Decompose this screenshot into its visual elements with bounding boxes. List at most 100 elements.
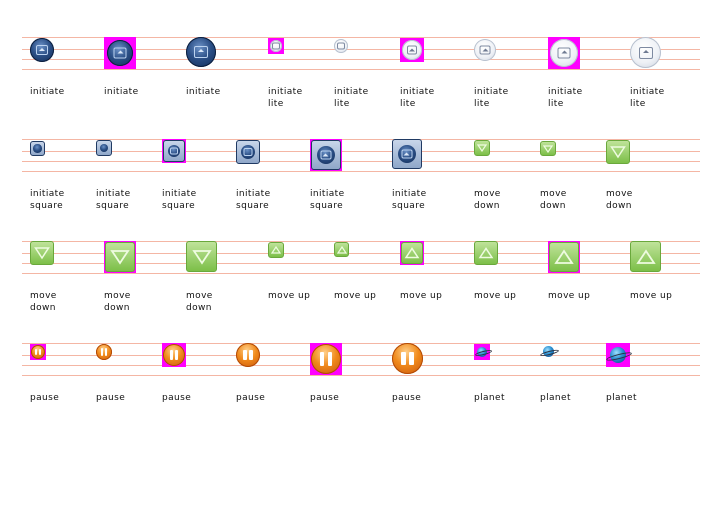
icon-label: move up bbox=[630, 291, 673, 301]
icon-label: pause bbox=[236, 393, 266, 403]
planet-icon bbox=[540, 346, 559, 357]
icon-label: pause bbox=[162, 393, 192, 403]
guide-line bbox=[22, 59, 700, 60]
icon-background bbox=[310, 139, 342, 171]
icon-label: planet bbox=[474, 393, 505, 403]
guide-line bbox=[22, 49, 700, 50]
icon-label: move up bbox=[474, 291, 517, 301]
icon-label: pause bbox=[392, 393, 422, 403]
initiate-square-icon bbox=[30, 141, 45, 156]
icon-label: pause bbox=[96, 393, 126, 403]
initiate-lite-icon bbox=[270, 40, 282, 52]
icon-background bbox=[104, 37, 136, 69]
initiate-square-icon bbox=[392, 139, 422, 169]
icon-label: initiate lite bbox=[548, 87, 583, 109]
icon-label: initiate square bbox=[30, 189, 65, 211]
move-down-icon bbox=[105, 242, 135, 272]
icon-row-initiate-square: initiate square initiate square initiate… bbox=[0, 132, 720, 222]
icon-background bbox=[30, 344, 46, 360]
icon-background bbox=[400, 38, 424, 62]
guide-line bbox=[22, 161, 700, 162]
icon-background bbox=[268, 38, 284, 54]
initiate-icon bbox=[107, 40, 133, 66]
initiate-lite-icon bbox=[630, 37, 661, 68]
icon-label: initiate square bbox=[96, 189, 131, 211]
icon-row-move: move down move down move down move up mo… bbox=[0, 234, 720, 324]
icon-label: move down bbox=[30, 291, 57, 313]
icon-background bbox=[104, 241, 136, 273]
guide-line bbox=[22, 37, 700, 38]
move-down-icon bbox=[606, 140, 630, 164]
icon-label: initiate lite bbox=[334, 87, 369, 109]
initiate-square-icon bbox=[96, 140, 112, 156]
icon-label: initiate lite bbox=[268, 87, 303, 109]
move-up-icon bbox=[474, 241, 498, 265]
initiate-square-icon bbox=[311, 140, 341, 170]
icon-background bbox=[474, 344, 492, 360]
icon-label: initiate square bbox=[392, 189, 427, 211]
guide-line bbox=[22, 139, 700, 140]
guide-line bbox=[22, 151, 700, 152]
icon-label: move down bbox=[606, 189, 633, 211]
initiate-square-icon bbox=[163, 140, 185, 162]
icon-background bbox=[548, 37, 580, 69]
icon-row-pause-planet: pause pause pause pause pause bbox=[0, 336, 720, 426]
guide-line bbox=[22, 241, 700, 242]
guide-line bbox=[22, 273, 700, 274]
icon-background bbox=[162, 343, 186, 367]
guide-line bbox=[22, 263, 700, 264]
icon-label: move up bbox=[268, 291, 311, 301]
guide-line bbox=[22, 375, 700, 376]
guide-line bbox=[22, 171, 700, 172]
pause-icon bbox=[163, 344, 185, 366]
icon-label: move up bbox=[548, 291, 591, 301]
pause-icon bbox=[392, 343, 423, 374]
icon-background bbox=[310, 343, 342, 375]
icon-label: move down bbox=[474, 189, 501, 211]
icon-background bbox=[162, 139, 186, 163]
pause-icon bbox=[96, 344, 112, 360]
guide-line bbox=[22, 365, 700, 366]
planet-icon bbox=[605, 347, 633, 363]
initiate-square-icon bbox=[236, 140, 260, 164]
icon-label: initiate lite bbox=[630, 87, 665, 109]
icon-background bbox=[605, 343, 633, 367]
icon-label: planet bbox=[540, 393, 571, 403]
icon-label: initiate square bbox=[162, 189, 197, 211]
guide-line bbox=[22, 69, 700, 70]
initiate-lite-icon bbox=[550, 39, 578, 67]
icon-label: move down bbox=[186, 291, 213, 313]
move-down-icon bbox=[186, 241, 217, 272]
pause-icon bbox=[311, 344, 341, 374]
planet-icon bbox=[474, 347, 492, 357]
icon-row-initiate: initiate initiate initiate initiate lite… bbox=[0, 30, 720, 120]
move-up-icon bbox=[268, 242, 284, 258]
icon-label: initiate lite bbox=[474, 87, 509, 109]
move-up-icon bbox=[549, 242, 579, 272]
move-down-icon bbox=[30, 241, 54, 265]
icon-background bbox=[400, 241, 424, 265]
icon-label: move down bbox=[540, 189, 567, 211]
guide-line bbox=[22, 343, 700, 344]
initiate-lite-icon bbox=[474, 39, 496, 61]
icon-background bbox=[548, 241, 580, 273]
icon-label: pause bbox=[30, 393, 60, 403]
icon-label: initiate square bbox=[236, 189, 271, 211]
pause-icon bbox=[236, 343, 260, 367]
guide-line bbox=[22, 355, 700, 356]
initiate-icon bbox=[30, 38, 54, 62]
initiate-lite-icon bbox=[402, 40, 422, 60]
icon-label: initiate bbox=[186, 87, 221, 97]
icon-label: initiate square bbox=[310, 189, 345, 211]
move-up-icon bbox=[334, 242, 349, 257]
icon-label: pause bbox=[310, 393, 340, 403]
icon-label: move up bbox=[400, 291, 443, 301]
move-up-icon bbox=[401, 242, 423, 264]
pause-icon bbox=[31, 345, 45, 359]
initiate-icon bbox=[186, 37, 216, 67]
initiate-lite-icon bbox=[334, 39, 348, 53]
icon-label: move up bbox=[334, 291, 377, 301]
icon-label: initiate bbox=[30, 87, 65, 97]
move-up-icon bbox=[630, 241, 661, 272]
icon-label: planet bbox=[606, 393, 637, 403]
